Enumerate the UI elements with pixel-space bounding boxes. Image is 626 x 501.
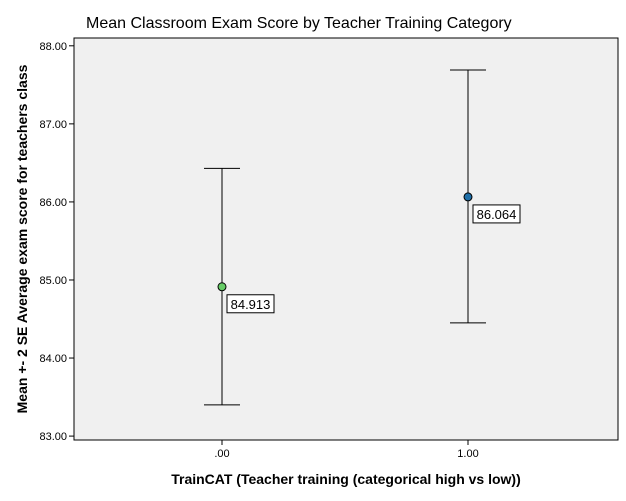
y-tick-label: 86.00 [39, 197, 67, 209]
y-tick-label: 84.00 [39, 353, 67, 365]
x-tick-label: .00 [214, 448, 229, 460]
plot-area [73, 37, 619, 441]
data-label-box [226, 294, 275, 314]
x-axis: .00 1.00 [214, 440, 479, 460]
y-axis-label: Mean +- 2 SE Average exam score for teac… [14, 64, 30, 413]
chart-title: Mean Classroom Exam Score by Teacher Tra… [86, 15, 512, 32]
mean-point [463, 192, 473, 202]
x-axis-label: TrainCAT (Teacher training (categorical … [171, 471, 521, 487]
y-tick-label: 87.00 [39, 119, 67, 131]
error-bar-series: 84.913 86.064 [204, 69, 521, 406]
y-axis: 83.00 84.00 85.00 86.00 87.00 88.00 [39, 41, 74, 443]
y-tick-label: 83.00 [39, 431, 67, 443]
mean-point [217, 282, 227, 292]
data-label: 86.064 [477, 207, 517, 222]
data-label: 84.913 [231, 297, 271, 312]
y-tick-label: 85.00 [39, 275, 67, 287]
x-tick-label: 1.00 [457, 448, 478, 460]
y-tick-label: 88.00 [39, 41, 67, 53]
data-label-box [472, 204, 521, 224]
